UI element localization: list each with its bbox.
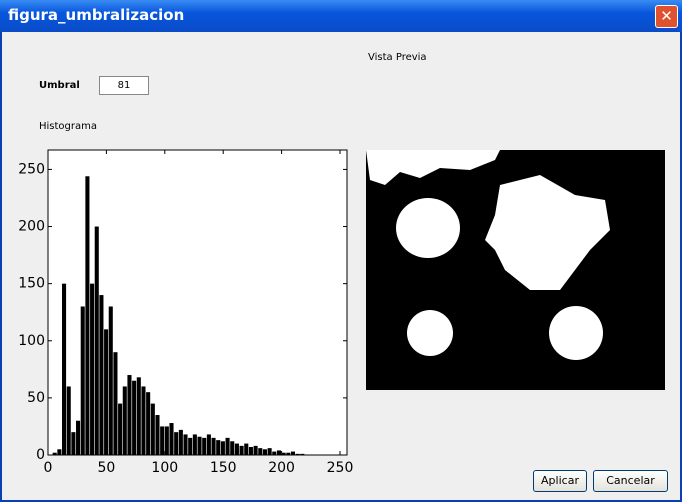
bar: [291, 452, 295, 455]
bar: [272, 452, 276, 455]
x-tick-label: 150: [210, 460, 237, 476]
bar: [235, 444, 239, 455]
bar: [118, 404, 122, 455]
bar: [198, 437, 202, 455]
preview-image: [366, 150, 665, 390]
bar: [179, 430, 183, 455]
bar: [90, 284, 94, 455]
y-tick-label: 150: [18, 276, 45, 292]
y-tick-label: 250: [18, 161, 45, 177]
bar: [230, 441, 234, 455]
bar: [254, 446, 258, 455]
x-tick-label: 100: [151, 460, 178, 476]
y-tick-label: 200: [18, 219, 45, 235]
y-tick-label: 50: [27, 390, 45, 406]
bar: [123, 386, 127, 455]
canvas: 050100150200250050100150200250: [0, 0, 682, 504]
bar: [160, 426, 164, 455]
bar: [216, 440, 220, 455]
page: figura_umbralizacion ✕ Vista Previa Umbr…: [0, 0, 682, 504]
bar: [95, 227, 99, 455]
bar: [151, 404, 155, 455]
bar: [165, 426, 169, 455]
bar: [76, 421, 80, 455]
bar: [240, 446, 244, 455]
bar: [183, 434, 187, 455]
bar: [193, 434, 197, 455]
bar: [146, 392, 150, 455]
bar: [258, 448, 262, 455]
bar: [268, 448, 272, 455]
bar: [226, 438, 230, 455]
bar: [67, 386, 71, 455]
bar: [212, 438, 216, 455]
bar: [62, 284, 66, 455]
bar: [113, 352, 117, 455]
bar: [188, 438, 192, 455]
bar: [137, 377, 141, 455]
y-tick-label: 0: [36, 447, 45, 463]
bar: [249, 447, 253, 455]
bar: [127, 375, 131, 455]
bar: [109, 306, 113, 455]
bar: [202, 438, 206, 455]
bar: [132, 381, 136, 455]
bar: [174, 432, 178, 455]
bar: [85, 176, 89, 455]
x-tick-label: 200: [268, 460, 295, 476]
bar: [277, 450, 281, 455]
bar: [155, 415, 159, 455]
x-tick-label: 250: [327, 460, 354, 476]
bar: [169, 423, 173, 455]
bar: [141, 386, 145, 455]
bar: [263, 449, 267, 455]
y-tick-label: 100: [18, 333, 45, 349]
x-tick-label: 50: [97, 460, 115, 476]
bar: [99, 295, 103, 455]
bar: [104, 329, 108, 455]
bar: [71, 432, 75, 455]
bar: [207, 434, 211, 455]
bar: [81, 306, 85, 455]
bar: [244, 444, 248, 455]
bar: [57, 449, 61, 455]
